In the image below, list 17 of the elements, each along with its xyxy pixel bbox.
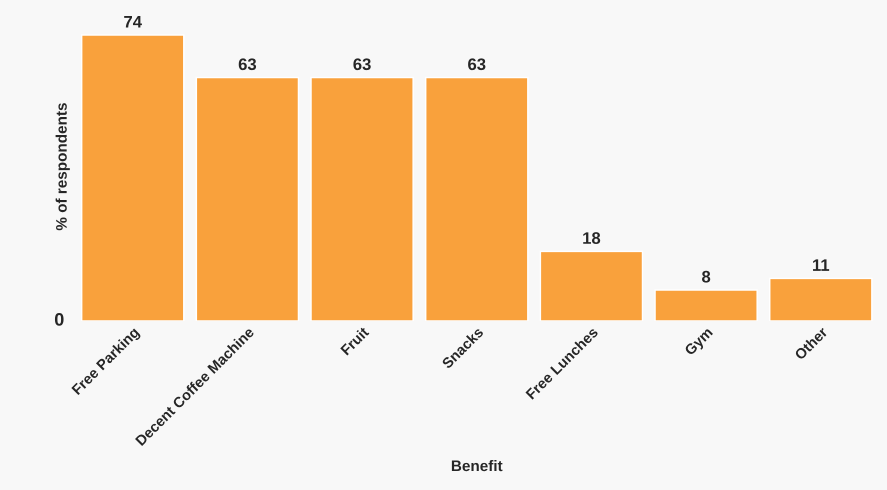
- data-label: 63: [468, 58, 486, 70]
- y-axis-title: % of respondents: [56, 103, 70, 230]
- data-label: 18: [583, 232, 600, 244]
- data-label: 11: [813, 259, 830, 271]
- bar: [81, 34, 184, 321]
- x-axis-title: Benefit: [452, 460, 502, 472]
- data-label: 74: [124, 16, 142, 28]
- bar: [310, 76, 414, 321]
- data-label: 63: [238, 58, 256, 70]
- bar: [425, 76, 528, 321]
- data-label: 63: [353, 58, 371, 70]
- bar: [769, 278, 873, 321]
- data-label: 8: [702, 270, 710, 283]
- bar: [196, 76, 300, 321]
- bar: [540, 250, 644, 321]
- bar: [654, 289, 758, 321]
- annotation: 0: [54, 313, 64, 326]
